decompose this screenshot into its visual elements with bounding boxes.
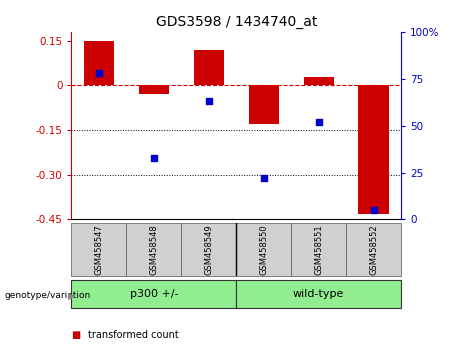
Text: transformed count: transformed count: [88, 330, 178, 339]
Text: genotype/variation: genotype/variation: [5, 291, 91, 300]
Text: wild-type: wild-type: [293, 289, 344, 299]
FancyBboxPatch shape: [126, 223, 181, 276]
Point: [205, 98, 213, 104]
Text: p300 +/-: p300 +/-: [130, 289, 178, 299]
Text: GSM458547: GSM458547: [95, 224, 103, 275]
Text: GSM458551: GSM458551: [314, 224, 323, 275]
Point: [95, 70, 103, 76]
Bar: [139, 85, 169, 95]
Bar: [84, 41, 114, 85]
Point: [370, 207, 377, 213]
Bar: [194, 50, 224, 85]
Point: [315, 119, 322, 125]
Text: GSM458550: GSM458550: [259, 224, 268, 275]
FancyBboxPatch shape: [346, 223, 401, 276]
Text: ▶: ▶: [68, 291, 76, 301]
Bar: [248, 85, 279, 124]
Bar: [303, 76, 334, 85]
Text: ■: ■: [71, 330, 81, 339]
FancyBboxPatch shape: [71, 223, 126, 276]
Text: GSM458548: GSM458548: [149, 224, 159, 275]
FancyBboxPatch shape: [236, 223, 291, 276]
Text: GSM458552: GSM458552: [369, 224, 378, 275]
FancyBboxPatch shape: [71, 280, 236, 308]
Title: GDS3598 / 1434740_at: GDS3598 / 1434740_at: [155, 16, 317, 29]
Point: [150, 155, 158, 160]
Point: [260, 175, 267, 181]
Text: GSM458549: GSM458549: [204, 224, 213, 275]
Bar: [359, 85, 389, 213]
FancyBboxPatch shape: [181, 223, 236, 276]
FancyBboxPatch shape: [291, 223, 346, 276]
FancyBboxPatch shape: [236, 280, 401, 308]
